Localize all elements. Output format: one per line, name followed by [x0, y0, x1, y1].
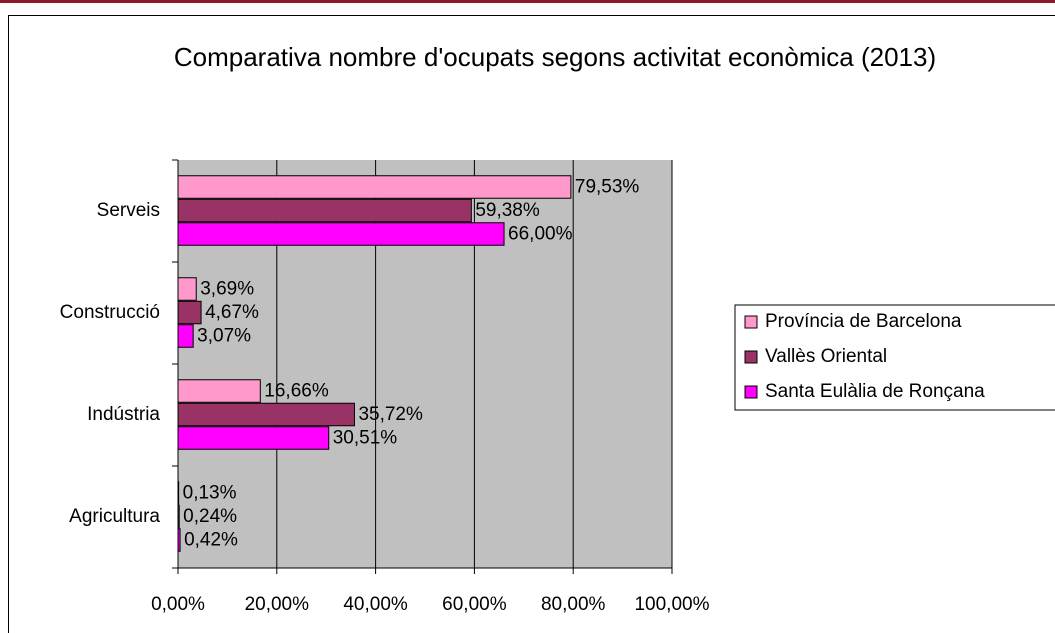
value-label: 59,38%: [475, 200, 540, 221]
bar: [177, 426, 330, 450]
bar: [177, 481, 180, 505]
top-rule: [0, 0, 1055, 3]
legend-swatch: [744, 385, 758, 399]
bar: [177, 175, 572, 199]
legend-label: Província de Barcelona: [765, 311, 962, 332]
value-label: 35,72%: [358, 404, 423, 425]
y-tick-label: Serveis: [97, 200, 160, 221]
y-tick-label: Indústria: [87, 404, 160, 425]
legend-swatch: [744, 315, 758, 329]
bar: [177, 402, 355, 427]
legend: [734, 304, 1055, 411]
value-label: 0,13%: [183, 483, 237, 504]
x-tick-label: 20,00%: [245, 594, 310, 615]
legend-swatch: [744, 350, 758, 364]
x-tick-label: 80,00%: [541, 594, 606, 615]
legend-label: Santa Eulàlia de Ronçana: [765, 381, 985, 402]
value-label: 66,00%: [508, 224, 573, 245]
x-tick-label: 60,00%: [442, 594, 507, 615]
value-label: 0,24%: [183, 506, 237, 527]
chart-border: [8, 15, 1055, 633]
bar: [177, 222, 505, 246]
y-tick-label: Agricultura: [69, 506, 160, 527]
value-label: 30,51%: [333, 428, 398, 449]
value-label: 0,42%: [184, 530, 238, 551]
chart-title: Comparativa nombre d'ocupats segons acti…: [173, 42, 937, 72]
value-label: 3,07%: [197, 326, 251, 347]
y-tick-label: Construcció: [60, 302, 160, 323]
x-tick-label: 0,00%: [151, 594, 205, 615]
bar: [177, 300, 202, 325]
bar: [177, 504, 180, 529]
value-label: 79,53%: [575, 177, 640, 198]
bar: [177, 379, 261, 403]
value-label: 16,66%: [264, 381, 329, 402]
bar: [177, 277, 197, 301]
legend-label: Vallès Oriental: [765, 346, 887, 367]
value-label: 3,69%: [200, 279, 254, 300]
value-label: 4,67%: [205, 302, 259, 323]
bar: [177, 324, 194, 348]
x-tick-label: 40,00%: [343, 594, 408, 615]
x-tick-label: 100,00%: [634, 594, 709, 615]
bar: [177, 528, 181, 552]
bar: [177, 198, 472, 223]
